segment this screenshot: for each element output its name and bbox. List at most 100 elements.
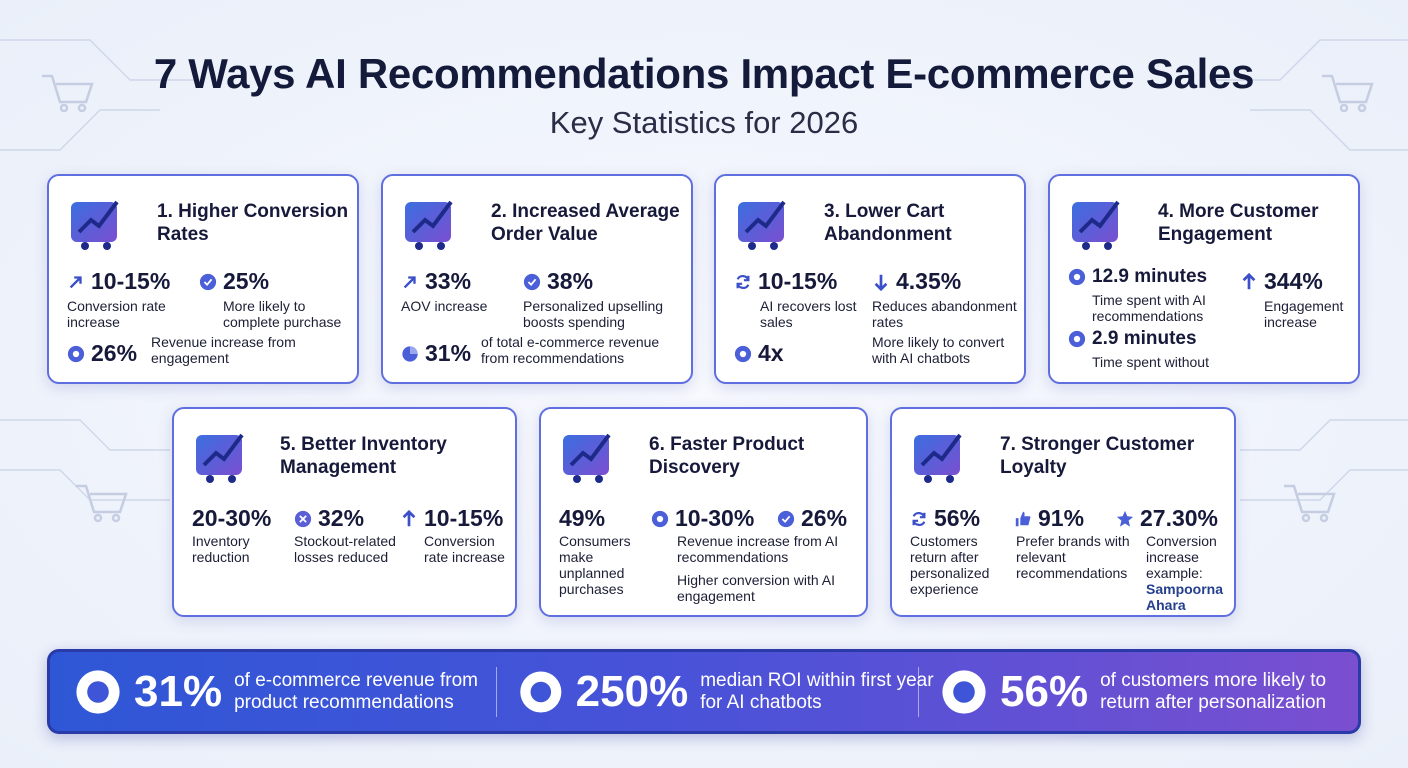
stat-icon <box>403 275 416 288</box>
icon-shape <box>739 350 747 357</box>
stat-label: AOV increase <box>401 298 511 314</box>
stat-card: 6. Faster Product Discovery 49% Consumers … <box>539 407 868 617</box>
card-title: 2. Increased Average Order Value <box>491 201 680 245</box>
stat-label-text: Time spent with AI recommendations <box>1092 292 1206 324</box>
stat-label: Conversion increase example: Sampoorna Ah… <box>1146 533 1236 613</box>
icon-shape <box>411 200 453 234</box>
stat-label-text: Inventory reduction <box>192 533 250 565</box>
card-icon <box>563 433 611 483</box>
icon-shape <box>402 509 416 526</box>
icon-shape <box>874 274 888 291</box>
icon-shape <box>736 275 750 288</box>
icon-shape <box>1082 242 1090 250</box>
stat-value: 56% <box>934 505 981 531</box>
stat-label: Conversion rate increase <box>67 298 187 330</box>
stat-icon <box>67 345 85 362</box>
stat-label: Engagement increase <box>1264 298 1364 330</box>
icon-shape <box>299 514 307 523</box>
stat-value: 91% <box>1038 505 1085 531</box>
stat-label: Time spent without <box>1092 354 1242 370</box>
stat-value: 20-30% <box>192 505 272 531</box>
stat-value: 27.30% <box>1140 505 1219 531</box>
icon-shape <box>1078 200 1120 234</box>
stat-card: 2. Increased Average Order Value 33% AOV i… <box>381 174 693 384</box>
icon-shape <box>1104 242 1112 250</box>
stat-label: More likely to complete purchase <box>223 298 353 330</box>
stat-value: 31% <box>425 340 472 366</box>
stat-value-row: 344% <box>1240 268 1323 295</box>
stat-value-row: 2.9 minutes <box>1068 328 1197 350</box>
stat-label-text: AI recovers lost sales <box>760 298 857 330</box>
card-icon <box>738 200 786 250</box>
stat-value-row: 25% <box>199 268 269 295</box>
stat-value: 344% <box>1264 268 1323 294</box>
card-title: 6. Faster Product Discovery <box>649 434 805 478</box>
stat-label-text: Time spent without <box>1092 354 1209 370</box>
stat-label-text: Reduces abandonment rates <box>872 298 1017 330</box>
stat-icon <box>777 510 795 527</box>
banner-value: 31% <box>134 666 223 716</box>
stat-icon <box>1068 330 1086 348</box>
stat-label: AI recovers lost sales <box>760 298 860 330</box>
stat-icon <box>651 510 669 527</box>
banner-stat: 31% of e-commerce revenue from product re… <box>74 652 514 731</box>
banner-label: median ROI within first year for AI chat… <box>700 669 934 713</box>
card-icon <box>405 200 453 250</box>
stat-icon <box>1116 510 1134 527</box>
icon-shape <box>228 475 236 483</box>
stat-icon <box>736 274 750 289</box>
stat-label-text: More likely to convert with AI chatbots <box>872 334 1005 366</box>
stat-icon <box>402 509 416 526</box>
stat-label-text: Engagement increase <box>1264 298 1344 330</box>
stat-label-text: Conversion rate increase <box>424 533 505 565</box>
stat-card: 5. Better Inventory Management 20-30% Inve… <box>172 407 517 617</box>
icon-shape <box>530 681 552 702</box>
icon-shape <box>72 350 80 357</box>
icon-shape <box>912 511 926 526</box>
stat-value-row: 4.35% <box>872 268 961 295</box>
stat-card: 4. More Customer Engagement 12.9 minutes T… <box>1048 174 1360 384</box>
banner-icon <box>942 669 986 714</box>
icon-shape <box>595 475 603 483</box>
stat-value: 26% <box>91 340 138 366</box>
stat-label-text: Conversion increase example: <box>1146 533 1217 581</box>
stat-label: Revenue increase from engagement <box>151 334 311 366</box>
stat-label: Time spent with AI recommendations <box>1092 292 1232 324</box>
banner-value: 250% <box>575 666 689 716</box>
card-icon <box>1072 200 1120 250</box>
stat-icon <box>734 345 752 362</box>
stat-icon <box>1242 272 1256 289</box>
stat-value-row: 4x <box>734 340 784 367</box>
stat-icon <box>402 345 418 362</box>
icon-shape <box>1116 510 1134 527</box>
icon-shape <box>527 278 537 286</box>
stat-value-row: 26% <box>67 340 137 367</box>
stat-value-row: 12.9 minutes <box>1068 266 1207 288</box>
stat-icon <box>1068 268 1086 286</box>
card-title: 7. Stronger Customer Loyalty <box>1000 434 1195 478</box>
stat-value: 25% <box>223 268 270 294</box>
stat-value: 12.9 minutes <box>1092 266 1208 287</box>
stat-label-text: Stockout-related losses reduced <box>294 533 396 565</box>
stat-label-text: Customers return after personalized expe… <box>910 533 990 597</box>
stat-value-row: 10-15% <box>400 505 503 532</box>
icon-shape <box>744 200 786 234</box>
icon-shape <box>748 242 756 250</box>
card-icon <box>71 200 119 250</box>
card-icon <box>914 433 962 483</box>
icon-shape <box>81 242 89 250</box>
icon-shape <box>415 242 423 250</box>
stat-label: Inventory reduction <box>192 533 282 565</box>
stat-value-row: 10-15% <box>67 268 170 295</box>
icon-shape <box>202 433 244 467</box>
icon-shape <box>920 433 962 467</box>
stat-value-row: 91% <box>1014 505 1084 532</box>
stat-value: 2.9 minutes <box>1092 328 1197 349</box>
stat-icon <box>199 273 217 290</box>
banner-divider <box>918 667 919 717</box>
icon-shape <box>87 680 109 703</box>
stat-label-text: Higher conversion with AI engagement <box>677 572 835 604</box>
stat-label: Consumers make unplanned purchases <box>559 533 639 597</box>
banner-icon <box>76 669 120 714</box>
